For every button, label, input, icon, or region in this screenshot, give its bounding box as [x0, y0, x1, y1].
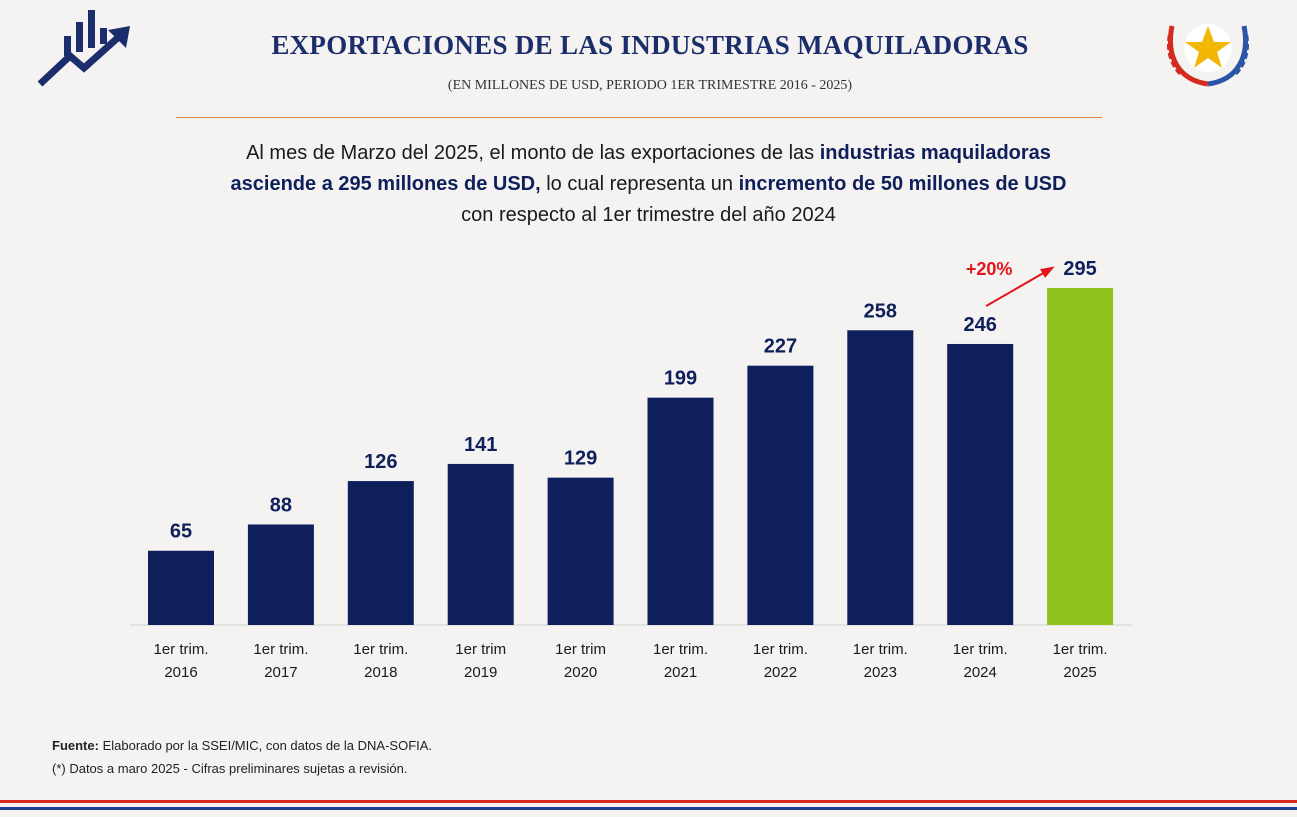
preliminary-note: (*) Datos a maro 2025 - Cifras prelimina… [52, 761, 408, 776]
x-tick-label: 2024 [964, 664, 997, 681]
summary-text: Al mes de Marzo del 2025, el monto de la… [140, 138, 1157, 231]
x-tick-label: 2016 [164, 664, 197, 681]
bar [347, 481, 414, 625]
bar [647, 397, 714, 625]
bar [747, 365, 814, 625]
x-tick-label: 1er trim. [753, 641, 808, 658]
growth-arrow-line [985, 267, 1053, 307]
summary-bold-1: industrias maquiladoras [819, 142, 1051, 164]
x-tick-label: 2022 [764, 664, 797, 681]
summary-bold-2: asciende a 295 millones de USD, [230, 173, 541, 195]
x-tick-label: 1er trim. [953, 641, 1008, 658]
bar [148, 550, 214, 625]
x-tick-label: 2017 [264, 664, 297, 681]
bar-value-label: 141 [464, 434, 497, 456]
source-text: Elaborado por la SSEI/MIC, con datos de … [98, 738, 433, 753]
title-divider [176, 117, 1102, 118]
source-note: Fuente: Elaborado por la SSEI/MIC, con d… [52, 734, 432, 757]
footer-blue-stripe [0, 807, 1297, 810]
bar-value-label: 199 [664, 368, 697, 390]
summary-part-2: lo cual representa un [540, 173, 739, 195]
x-tick-label: 2025 [1063, 664, 1096, 681]
source-label: Fuente: [52, 738, 99, 753]
growth-arrow-head-icon [1040, 266, 1055, 278]
bar [247, 524, 314, 625]
exports-bar-chart: 65 1er trim. 2016 88 1er trim. 2017 126 1er tri… [130, 258, 1132, 681]
x-tick-label: 1er trim. [1053, 641, 1108, 658]
summary-line-1: Al mes de Marzo del 2025, el monto de la… [140, 138, 1157, 169]
growth-annotation-label: +20% [966, 259, 1013, 279]
page-subtitle: (EN MILLONES DE USD, PERIODO 1ER TRIMEST… [447, 78, 853, 93]
summary-line-2: asciende a 295 millones de USD, lo cual … [140, 169, 1157, 200]
bar [847, 330, 914, 625]
x-tick-label: 2023 [864, 664, 897, 681]
bar-value-label: 129 [564, 448, 597, 470]
footer-red-stripe [0, 800, 1297, 803]
footer: Fuente: Elaborado por la SSEI/MIC, con d… [52, 734, 432, 780]
summary-part-1: Al mes de Marzo del 2025, el monto de la… [246, 142, 820, 164]
bar [447, 463, 514, 625]
bar-value-label: 295 [1063, 258, 1096, 280]
bar-value-label: 246 [964, 314, 997, 336]
summary-bold-3: incremento de 50 millones de USD [738, 173, 1067, 195]
bar-value-label: 88 [270, 494, 292, 516]
bar [947, 343, 1014, 625]
paraguay-emblem-icon [1166, 24, 1250, 87]
bar-value-label: 258 [864, 300, 897, 322]
x-tick-label: 2020 [564, 664, 597, 681]
x-tick-label: 1er trim. [353, 641, 408, 658]
x-tick-label: 1er trim. [253, 641, 308, 658]
x-tick-label: 2018 [364, 664, 397, 681]
page-title: EXPORTACIONES DE LAS INDUSTRIAS MAQUILAD… [271, 30, 1029, 60]
bar-value-label: 227 [764, 336, 797, 358]
x-tick-label: 1er trim [455, 641, 506, 658]
x-tick-label: 1er trim. [153, 641, 208, 658]
x-tick-label: 1er trim. [853, 641, 908, 658]
x-tick-label: 1er trim. [653, 641, 708, 658]
x-tick-label: 2021 [664, 664, 697, 681]
bar-value-label: 65 [170, 521, 192, 543]
bar [547, 477, 614, 625]
bar-value-label: 126 [364, 451, 397, 473]
x-tick-label: 1er trim [555, 641, 606, 658]
x-tick-label: 2019 [464, 664, 497, 681]
summary-line-3: con respecto al 1er trimestre del año 20… [461, 204, 836, 226]
bar [1047, 288, 1114, 625]
growth-chart-logo-icon [37, 10, 130, 87]
